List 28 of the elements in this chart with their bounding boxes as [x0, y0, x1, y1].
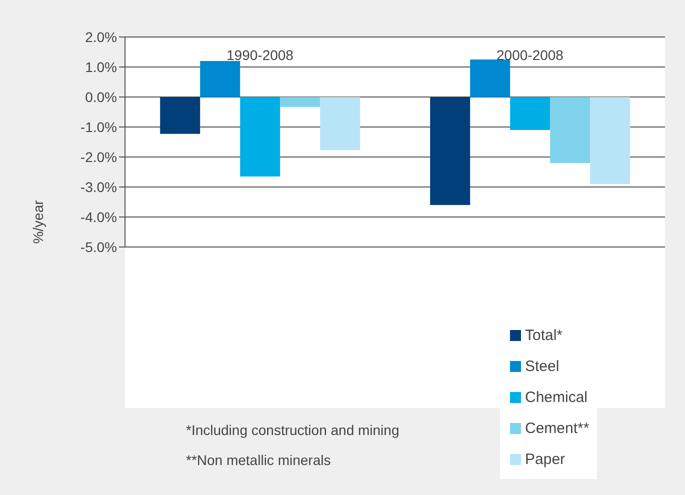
bar [510, 97, 550, 130]
y-tick-label: 2.0% [85, 28, 117, 45]
x-tick-label: 2000-2008 [496, 47, 564, 63]
text: **Non metallic minerals [186, 452, 331, 468]
y-tick-label: -3.0% [80, 178, 117, 195]
legend-label: Total* [525, 327, 563, 344]
y-tick-label: -4.0% [80, 208, 117, 225]
bar [200, 61, 240, 97]
legend-label: Chemical [525, 389, 588, 406]
y-tick-label: -2.0% [80, 148, 117, 165]
bar [320, 97, 360, 150]
bar [160, 97, 200, 134]
bar [280, 97, 320, 107]
y-tick-label: -1.0% [80, 118, 117, 135]
bar [430, 97, 470, 205]
legend-label: Paper [525, 451, 566, 468]
bar [240, 97, 280, 176]
text: *Including construction and mining [186, 422, 400, 438]
bar [590, 97, 630, 184]
x-tick-label: 1990-2008 [226, 47, 294, 63]
y-tick-label: 1.0% [85, 58, 117, 75]
legend-label: Steel [525, 358, 560, 375]
bar [550, 97, 590, 163]
bar [470, 60, 510, 97]
y-tick-label: 0.0% [85, 88, 117, 105]
y-axis-title: %/year [30, 200, 46, 244]
y-tick-label: -5.0% [80, 238, 117, 255]
legend-label: Cement** [525, 420, 590, 437]
